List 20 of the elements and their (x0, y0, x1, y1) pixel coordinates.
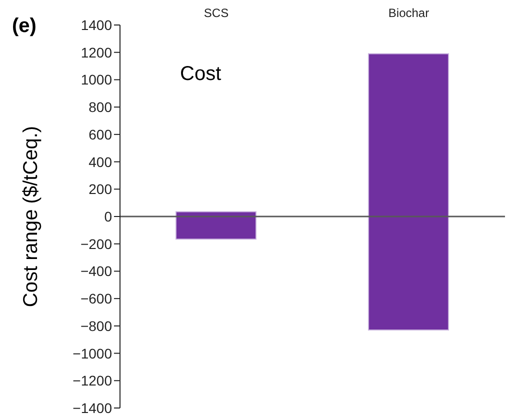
y-tick-label: 1200 (80, 44, 112, 60)
y-tick-label: −600 (80, 290, 112, 307)
y-tick-label: −1000 (72, 345, 112, 362)
y-tick-label: 600 (88, 126, 112, 142)
y-tick-label: 400 (88, 154, 112, 170)
y-tick-label: −1400 (72, 400, 112, 416)
chart-title: (e) (12, 15, 36, 37)
y-tick-label: −1200 (72, 372, 112, 389)
x-tick-label: Biochar (388, 6, 430, 20)
y-tick-label: 1000 (80, 72, 112, 88)
annotation: Cost (180, 63, 222, 85)
y-tick-label: −800 (80, 318, 112, 334)
y-axis-title: Cost range ($/tCeq.) (20, 126, 42, 308)
y-tick-label: 0 (104, 208, 112, 224)
y-tick-label: −200 (80, 236, 112, 252)
y-tick-label: 1400 (80, 16, 112, 33)
y-tick-label: −400 (80, 263, 112, 280)
x-tick-label: SCS (204, 6, 229, 20)
y-tick-label: 200 (88, 181, 112, 198)
y-tick-label: 800 (88, 99, 112, 116)
